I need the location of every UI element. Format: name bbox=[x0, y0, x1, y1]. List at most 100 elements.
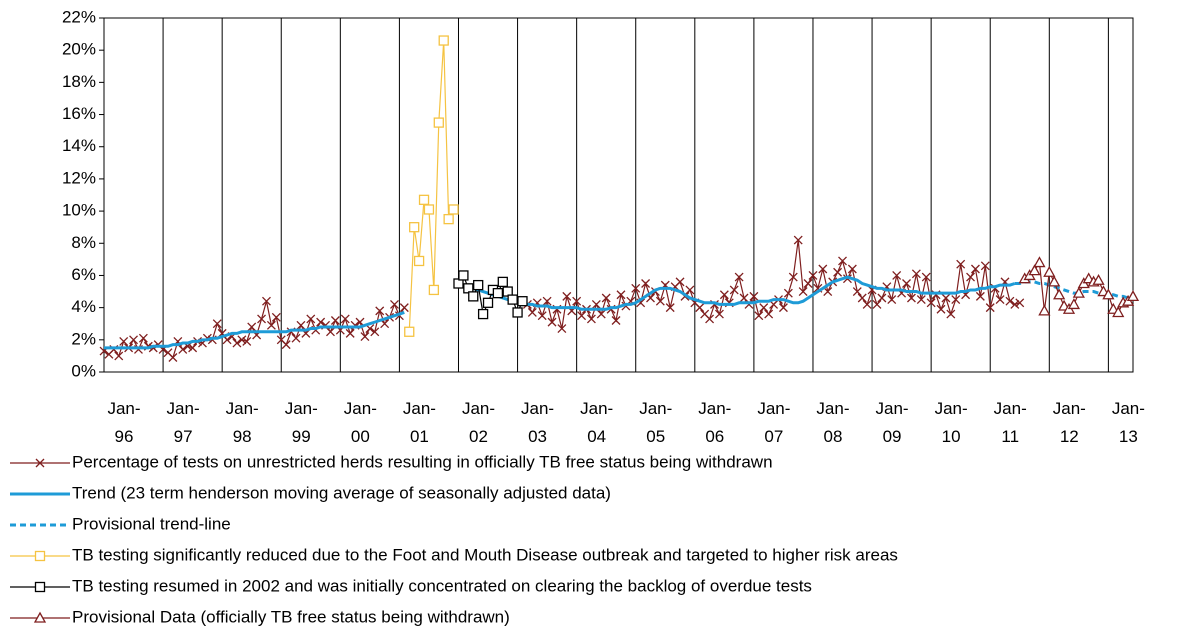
legend-label: Provisional trend-line bbox=[72, 514, 231, 533]
data-point bbox=[237, 335, 247, 345]
data-point bbox=[1053, 288, 1066, 300]
legend-item: TB testing resumed in 2002 and was initi… bbox=[10, 576, 812, 595]
x-tick-label: Jan-97 bbox=[167, 399, 200, 446]
data-point bbox=[655, 296, 665, 306]
data-point bbox=[975, 291, 985, 301]
data-point bbox=[941, 293, 951, 303]
data-point bbox=[818, 264, 828, 274]
legend-item: Provisional Data (officially TB free sta… bbox=[10, 607, 510, 626]
data-point bbox=[517, 296, 528, 307]
data-point bbox=[616, 290, 626, 300]
y-tick-label: 16% bbox=[62, 104, 96, 123]
y-tick-label: 10% bbox=[62, 201, 96, 220]
data-point bbox=[764, 309, 774, 319]
data-point bbox=[675, 277, 685, 287]
data-point bbox=[906, 293, 916, 303]
data-point bbox=[685, 285, 695, 295]
x-tick-label: Jan-00 bbox=[344, 399, 377, 446]
data-point bbox=[547, 317, 557, 327]
data-point bbox=[1043, 265, 1056, 277]
legend-marker bbox=[34, 550, 46, 562]
data-point bbox=[739, 293, 749, 303]
data-point bbox=[759, 303, 769, 313]
data-point bbox=[316, 317, 326, 327]
data-point bbox=[803, 279, 813, 288]
data-point bbox=[413, 255, 425, 267]
series-line bbox=[1014, 280, 1133, 300]
data-point bbox=[360, 332, 370, 342]
data-point bbox=[985, 303, 995, 313]
data-point bbox=[423, 204, 435, 215]
data-point bbox=[562, 291, 572, 301]
data-point bbox=[966, 272, 975, 282]
data-point bbox=[872, 299, 882, 309]
data-point bbox=[714, 309, 724, 319]
legend-label: TB testing resumed in 2002 and was initi… bbox=[72, 576, 812, 595]
data-point bbox=[823, 287, 833, 297]
data-point bbox=[433, 117, 444, 128]
x-tick-label: Jan-10 bbox=[935, 399, 968, 446]
data-point bbox=[119, 336, 129, 346]
data-point bbox=[390, 299, 399, 309]
data-point bbox=[926, 298, 936, 308]
data-point bbox=[291, 333, 301, 343]
data-point bbox=[788, 272, 798, 282]
data-point bbox=[591, 299, 601, 309]
x-tick-label: Jan-05 bbox=[639, 399, 672, 446]
data-point bbox=[345, 328, 355, 338]
x-tick-label: Jan-01 bbox=[403, 399, 436, 446]
data-point bbox=[862, 299, 872, 309]
data-point bbox=[1067, 298, 1081, 310]
data-point bbox=[902, 279, 911, 288]
data-point bbox=[242, 336, 252, 346]
data-point bbox=[956, 259, 966, 269]
data-point bbox=[936, 304, 946, 314]
data-point bbox=[798, 287, 808, 297]
data-point bbox=[129, 335, 139, 345]
x-tick-label: Jan-07 bbox=[757, 399, 790, 446]
data-point bbox=[951, 295, 961, 305]
legend-marker bbox=[33, 611, 47, 623]
data-point bbox=[995, 295, 1005, 305]
data-point bbox=[404, 326, 415, 337]
data-point bbox=[793, 235, 803, 245]
data-point bbox=[507, 294, 518, 305]
y-tick-label: 14% bbox=[62, 136, 96, 155]
data-point bbox=[482, 297, 494, 308]
legend-label: Provisional Data (officially TB free sta… bbox=[72, 607, 510, 626]
data-point bbox=[188, 343, 198, 353]
data-point bbox=[749, 291, 759, 301]
data-point bbox=[572, 296, 582, 306]
data-point bbox=[1072, 286, 1085, 298]
x-tick-label: Jan-99 bbox=[285, 399, 318, 446]
data-point bbox=[887, 295, 897, 305]
y-tick-label: 4% bbox=[71, 297, 96, 316]
data-point bbox=[512, 307, 523, 318]
data-point bbox=[492, 288, 504, 299]
y-tick-label: 6% bbox=[71, 265, 96, 284]
data-point bbox=[641, 279, 651, 288]
data-point bbox=[695, 303, 705, 313]
y-tick-label: 0% bbox=[71, 361, 96, 380]
data-point bbox=[212, 319, 222, 329]
data-point bbox=[970, 264, 980, 274]
series-line bbox=[104, 275, 1016, 350]
data-point bbox=[705, 314, 715, 324]
data-point bbox=[1010, 299, 1020, 309]
data-point bbox=[586, 314, 596, 324]
data-point bbox=[1092, 273, 1105, 285]
data-point bbox=[271, 312, 281, 322]
y-tick-label: 12% bbox=[62, 168, 96, 187]
data-point bbox=[296, 320, 306, 330]
data-point bbox=[601, 293, 611, 303]
data-point bbox=[330, 316, 340, 325]
y-tick-label: 18% bbox=[62, 72, 96, 91]
data-point bbox=[247, 322, 257, 332]
data-point bbox=[665, 303, 675, 313]
y-tick-label: 8% bbox=[71, 233, 96, 252]
legend-marker bbox=[34, 581, 46, 593]
data-point bbox=[138, 333, 148, 343]
data-point bbox=[857, 293, 867, 303]
data-point bbox=[399, 303, 409, 313]
data-point bbox=[611, 316, 621, 325]
